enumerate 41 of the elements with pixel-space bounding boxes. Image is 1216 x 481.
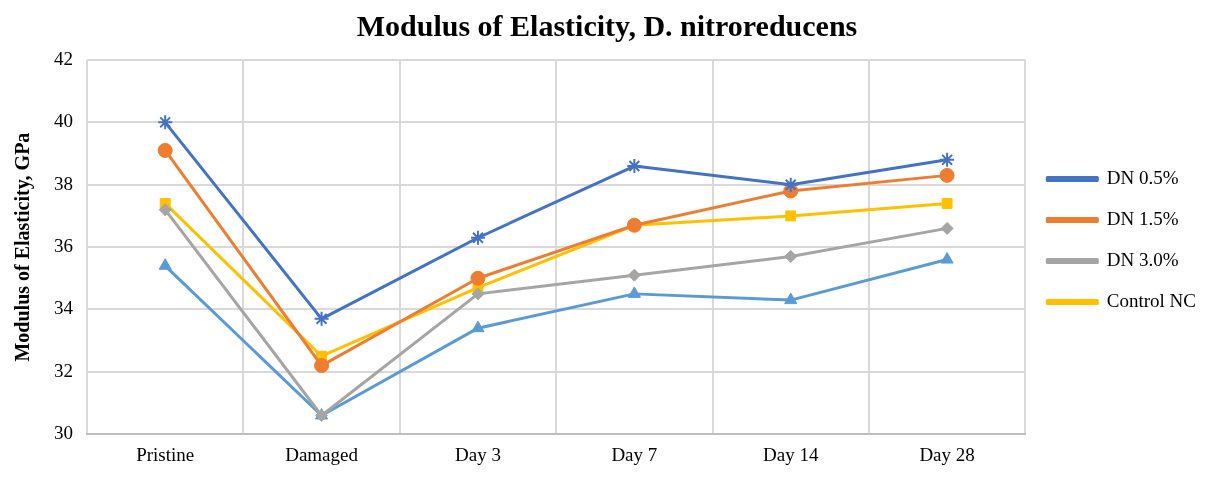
point: [313, 310, 330, 327]
x-tick-label: Pristine: [136, 443, 195, 465]
point: [627, 286, 641, 298]
point: [940, 221, 954, 235]
point: [939, 151, 956, 168]
point: [626, 158, 643, 175]
point: [470, 270, 486, 286]
y-tick-label: 34: [54, 297, 74, 319]
x-tick-label: Day 28: [919, 443, 975, 465]
legend-label: DN 3.0%: [1106, 248, 1179, 270]
point: [785, 210, 797, 222]
point: [158, 258, 172, 270]
y-tick-label: 30: [54, 422, 73, 444]
y-axis-title: Modulus of Elasticity, GPa: [11, 132, 35, 362]
point: [157, 114, 174, 131]
point: [627, 268, 641, 282]
point: [157, 142, 173, 158]
y-tick-label: 36: [54, 235, 73, 257]
y-tick-label: 40: [54, 110, 73, 132]
legend-label: DN 1.5%: [1106, 207, 1179, 229]
point: [314, 358, 330, 374]
legend-label: DN 0.5%: [1106, 166, 1179, 188]
legend-label: Control NC: [1106, 289, 1196, 311]
point: [940, 252, 954, 264]
point: [939, 167, 955, 183]
point: [471, 287, 485, 301]
point: [469, 229, 486, 246]
x-tick-label: Damaged: [285, 443, 359, 465]
point: [471, 320, 485, 333]
x-tick-label: Day 3: [455, 443, 501, 465]
x-tick-label: Day 14: [763, 443, 819, 465]
x-tick-label: Day 7: [611, 443, 658, 465]
point: [784, 249, 798, 263]
point: [782, 176, 799, 193]
point: [941, 197, 953, 209]
y-tick-label: 32: [54, 359, 73, 381]
y-tick-label: 42: [54, 47, 73, 69]
point: [784, 292, 798, 305]
chart-title: Modulus of Elasticity, D. nitroreducens: [356, 8, 858, 42]
y-tick-label: 38: [54, 172, 73, 194]
point: [158, 203, 172, 217]
